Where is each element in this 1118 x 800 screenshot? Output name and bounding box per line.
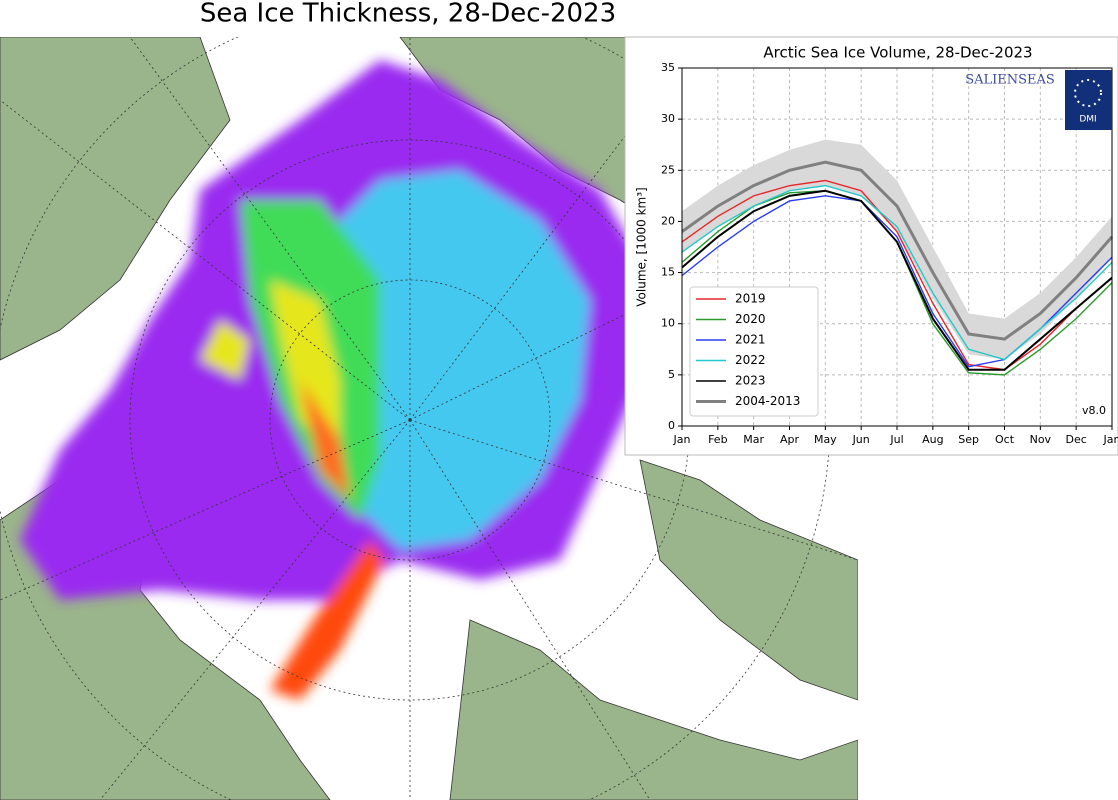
logo-text: SALIENSEAS xyxy=(965,73,1055,88)
x-tick-label: Dec xyxy=(1066,433,1087,446)
series-line xyxy=(681,189,1113,371)
y-tick-label: 35 xyxy=(661,61,675,74)
x-tick-label: Aug xyxy=(922,433,943,446)
inset-chart: Arctic Sea Ice Volume, 28-Dec-2023 Volum… xyxy=(635,44,1118,447)
legend-label: 2020 xyxy=(735,312,766,326)
x-tick-label: Jul xyxy=(889,433,903,446)
x-tick-label: Mar xyxy=(743,433,764,446)
logo-emblem xyxy=(1074,79,1102,107)
series-line xyxy=(681,179,1113,371)
version-label: v8.0 xyxy=(1082,404,1106,417)
x-tick-label: Jun xyxy=(852,433,870,446)
series-line xyxy=(681,184,1113,361)
plot-frame xyxy=(681,67,1113,427)
y-tick-label: 5 xyxy=(668,368,675,381)
legend-label: 2019 xyxy=(735,292,766,306)
legend-label: 2023 xyxy=(735,374,766,388)
legend-label: 2004-2013 xyxy=(735,394,800,408)
y-tick-label: 10 xyxy=(661,317,675,330)
y-tick-label: 20 xyxy=(661,214,675,227)
legend-label: 2021 xyxy=(735,333,766,347)
x-tick-label: May xyxy=(814,433,837,446)
x-tick-label: Sep xyxy=(958,433,979,446)
x-tick-label: Nov xyxy=(1030,433,1052,446)
x-tick-label: Jan xyxy=(1103,433,1118,446)
chart-title: Arctic Sea Ice Volume, 28-Dec-2023 xyxy=(763,44,1032,62)
series-line xyxy=(681,160,1114,341)
range-band xyxy=(682,139,1112,360)
x-tick-label: Oct xyxy=(995,433,1015,446)
logo-badge-text: DMI xyxy=(1079,115,1096,125)
y-axis-label: Volume, [1000 km³] xyxy=(635,187,649,306)
x-tick-label: Feb xyxy=(708,433,727,446)
x-tick-label: Jan xyxy=(673,433,691,446)
x-tick-label: Apr xyxy=(780,433,800,446)
map-title: Sea Ice Thickness, 28-Dec-2023 xyxy=(200,0,616,29)
legend-label: 2022 xyxy=(735,353,766,367)
y-tick-label: 30 xyxy=(661,112,675,125)
y-tick-label: 25 xyxy=(661,163,675,176)
y-tick-label: 0 xyxy=(668,419,675,432)
y-tick-label: 15 xyxy=(661,266,675,279)
